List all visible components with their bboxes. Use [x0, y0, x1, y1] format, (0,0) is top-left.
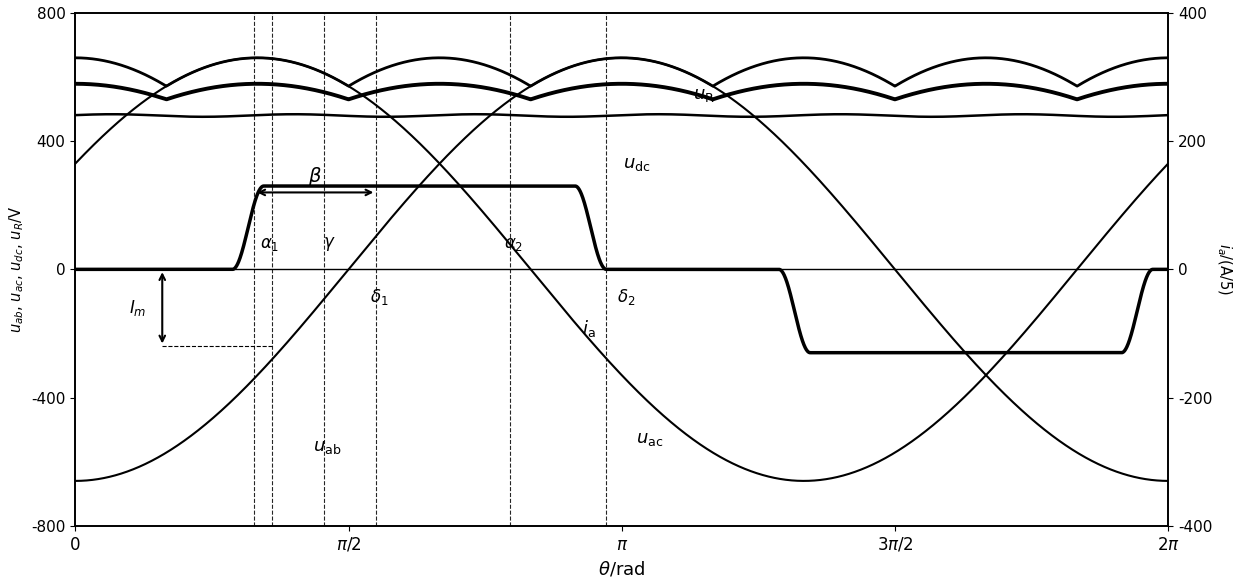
- Y-axis label: $i_{a}$/(A/5): $i_{a}$/(A/5): [1215, 243, 1233, 295]
- Y-axis label: $u_{ab}$, $u_{ac}$, $u_{dc}$, $u_{R}$/V: $u_{ab}$, $u_{ac}$, $u_{dc}$, $u_{R}$/V: [7, 205, 26, 333]
- Text: $u_{\rm dc}$: $u_{\rm dc}$: [624, 154, 651, 173]
- Text: $\delta_1$: $\delta_1$: [371, 287, 389, 307]
- Text: $u_{\rm R}$: $u_{\rm R}$: [693, 87, 714, 104]
- Text: $i_{\rm a}$: $i_{\rm a}$: [582, 318, 595, 339]
- Text: $\alpha_2$: $\alpha_2$: [503, 235, 523, 253]
- Text: $u_{\rm ac}$: $u_{\rm ac}$: [636, 430, 663, 448]
- Text: $\alpha_1$: $\alpha_1$: [260, 235, 280, 253]
- Text: $\delta_2$: $\delta_2$: [618, 287, 636, 307]
- X-axis label: $\theta$/rad: $\theta$/rad: [598, 559, 645, 578]
- Text: $u_{\rm ab}$: $u_{\rm ab}$: [314, 438, 342, 456]
- Text: $\beta$: $\beta$: [309, 164, 322, 188]
- Text: $I_m$: $I_m$: [129, 298, 146, 318]
- Text: $\gamma$: $\gamma$: [322, 235, 336, 253]
